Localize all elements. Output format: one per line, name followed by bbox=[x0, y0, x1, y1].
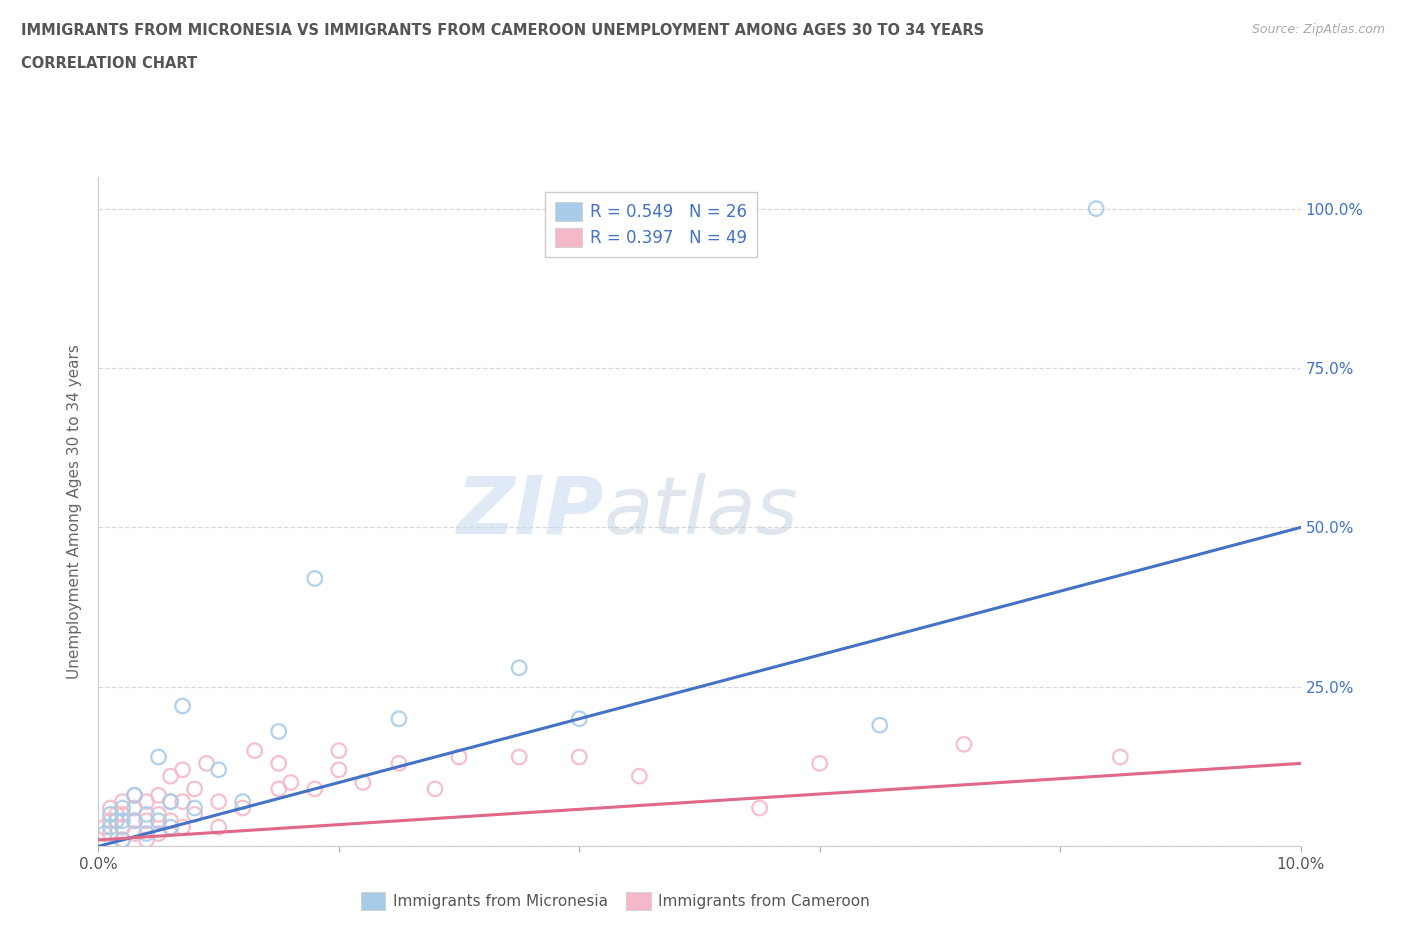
Point bbox=[148, 788, 170, 803]
Point bbox=[508, 750, 530, 764]
Point bbox=[111, 832, 134, 847]
Point bbox=[568, 711, 591, 726]
Point bbox=[1085, 201, 1108, 216]
Point bbox=[352, 775, 374, 790]
Text: ZIP: ZIP bbox=[456, 472, 603, 551]
Point bbox=[267, 781, 290, 796]
Point bbox=[208, 794, 231, 809]
Text: IMMIGRANTS FROM MICRONESIA VS IMMIGRANTS FROM CAMEROON UNEMPLOYMENT AMONG AGES 3: IMMIGRANTS FROM MICRONESIA VS IMMIGRANTS… bbox=[21, 23, 984, 38]
Point bbox=[172, 819, 194, 834]
Legend: Immigrants from Micronesia, Immigrants from Cameroon: Immigrants from Micronesia, Immigrants f… bbox=[354, 885, 876, 916]
Point bbox=[159, 794, 181, 809]
Point bbox=[388, 711, 411, 726]
Point bbox=[100, 819, 122, 834]
Text: Source: ZipAtlas.com: Source: ZipAtlas.com bbox=[1251, 23, 1385, 36]
Point bbox=[208, 763, 231, 777]
Point bbox=[124, 788, 146, 803]
Point bbox=[568, 750, 591, 764]
Y-axis label: Unemployment Among Ages 30 to 34 years: Unemployment Among Ages 30 to 34 years bbox=[67, 344, 83, 679]
Point bbox=[1109, 750, 1132, 764]
Point bbox=[124, 814, 146, 829]
Point bbox=[280, 775, 302, 790]
Point bbox=[124, 814, 146, 829]
Point bbox=[105, 814, 128, 829]
Point bbox=[423, 781, 446, 796]
Point bbox=[388, 756, 411, 771]
Point bbox=[628, 769, 651, 784]
Point bbox=[195, 756, 218, 771]
Point bbox=[304, 781, 326, 796]
Point bbox=[328, 763, 350, 777]
Point bbox=[111, 794, 134, 809]
Point bbox=[93, 826, 115, 841]
Point bbox=[135, 826, 157, 841]
Point bbox=[159, 794, 181, 809]
Point bbox=[328, 743, 350, 758]
Point bbox=[93, 819, 115, 834]
Point bbox=[159, 769, 181, 784]
Point bbox=[135, 814, 157, 829]
Point bbox=[124, 826, 146, 841]
Point bbox=[172, 763, 194, 777]
Point bbox=[148, 807, 170, 822]
Point bbox=[124, 801, 146, 816]
Text: atlas: atlas bbox=[603, 472, 799, 551]
Point bbox=[148, 814, 170, 829]
Point bbox=[135, 807, 157, 822]
Point bbox=[124, 788, 146, 803]
Point bbox=[208, 819, 231, 834]
Point bbox=[243, 743, 266, 758]
Point bbox=[159, 814, 181, 829]
Point bbox=[183, 807, 205, 822]
Point bbox=[808, 756, 831, 771]
Point bbox=[183, 781, 205, 796]
Point bbox=[447, 750, 470, 764]
Point bbox=[953, 737, 976, 751]
Point bbox=[135, 794, 157, 809]
Point bbox=[105, 807, 128, 822]
Point bbox=[183, 801, 205, 816]
Point bbox=[232, 801, 254, 816]
Point bbox=[304, 571, 326, 586]
Point bbox=[172, 794, 194, 809]
Text: CORRELATION CHART: CORRELATION CHART bbox=[21, 56, 197, 71]
Point bbox=[172, 698, 194, 713]
Point bbox=[111, 819, 134, 834]
Point bbox=[148, 826, 170, 841]
Point bbox=[148, 750, 170, 764]
Point bbox=[508, 660, 530, 675]
Point bbox=[100, 801, 122, 816]
Point bbox=[159, 819, 181, 834]
Point bbox=[267, 756, 290, 771]
Point bbox=[100, 814, 122, 829]
Point bbox=[135, 832, 157, 847]
Point bbox=[232, 794, 254, 809]
Point bbox=[267, 724, 290, 739]
Point bbox=[748, 801, 770, 816]
Point bbox=[111, 832, 134, 847]
Point bbox=[100, 807, 122, 822]
Point bbox=[111, 807, 134, 822]
Point bbox=[869, 718, 891, 733]
Point bbox=[111, 801, 134, 816]
Point bbox=[111, 814, 134, 829]
Point bbox=[100, 826, 122, 841]
